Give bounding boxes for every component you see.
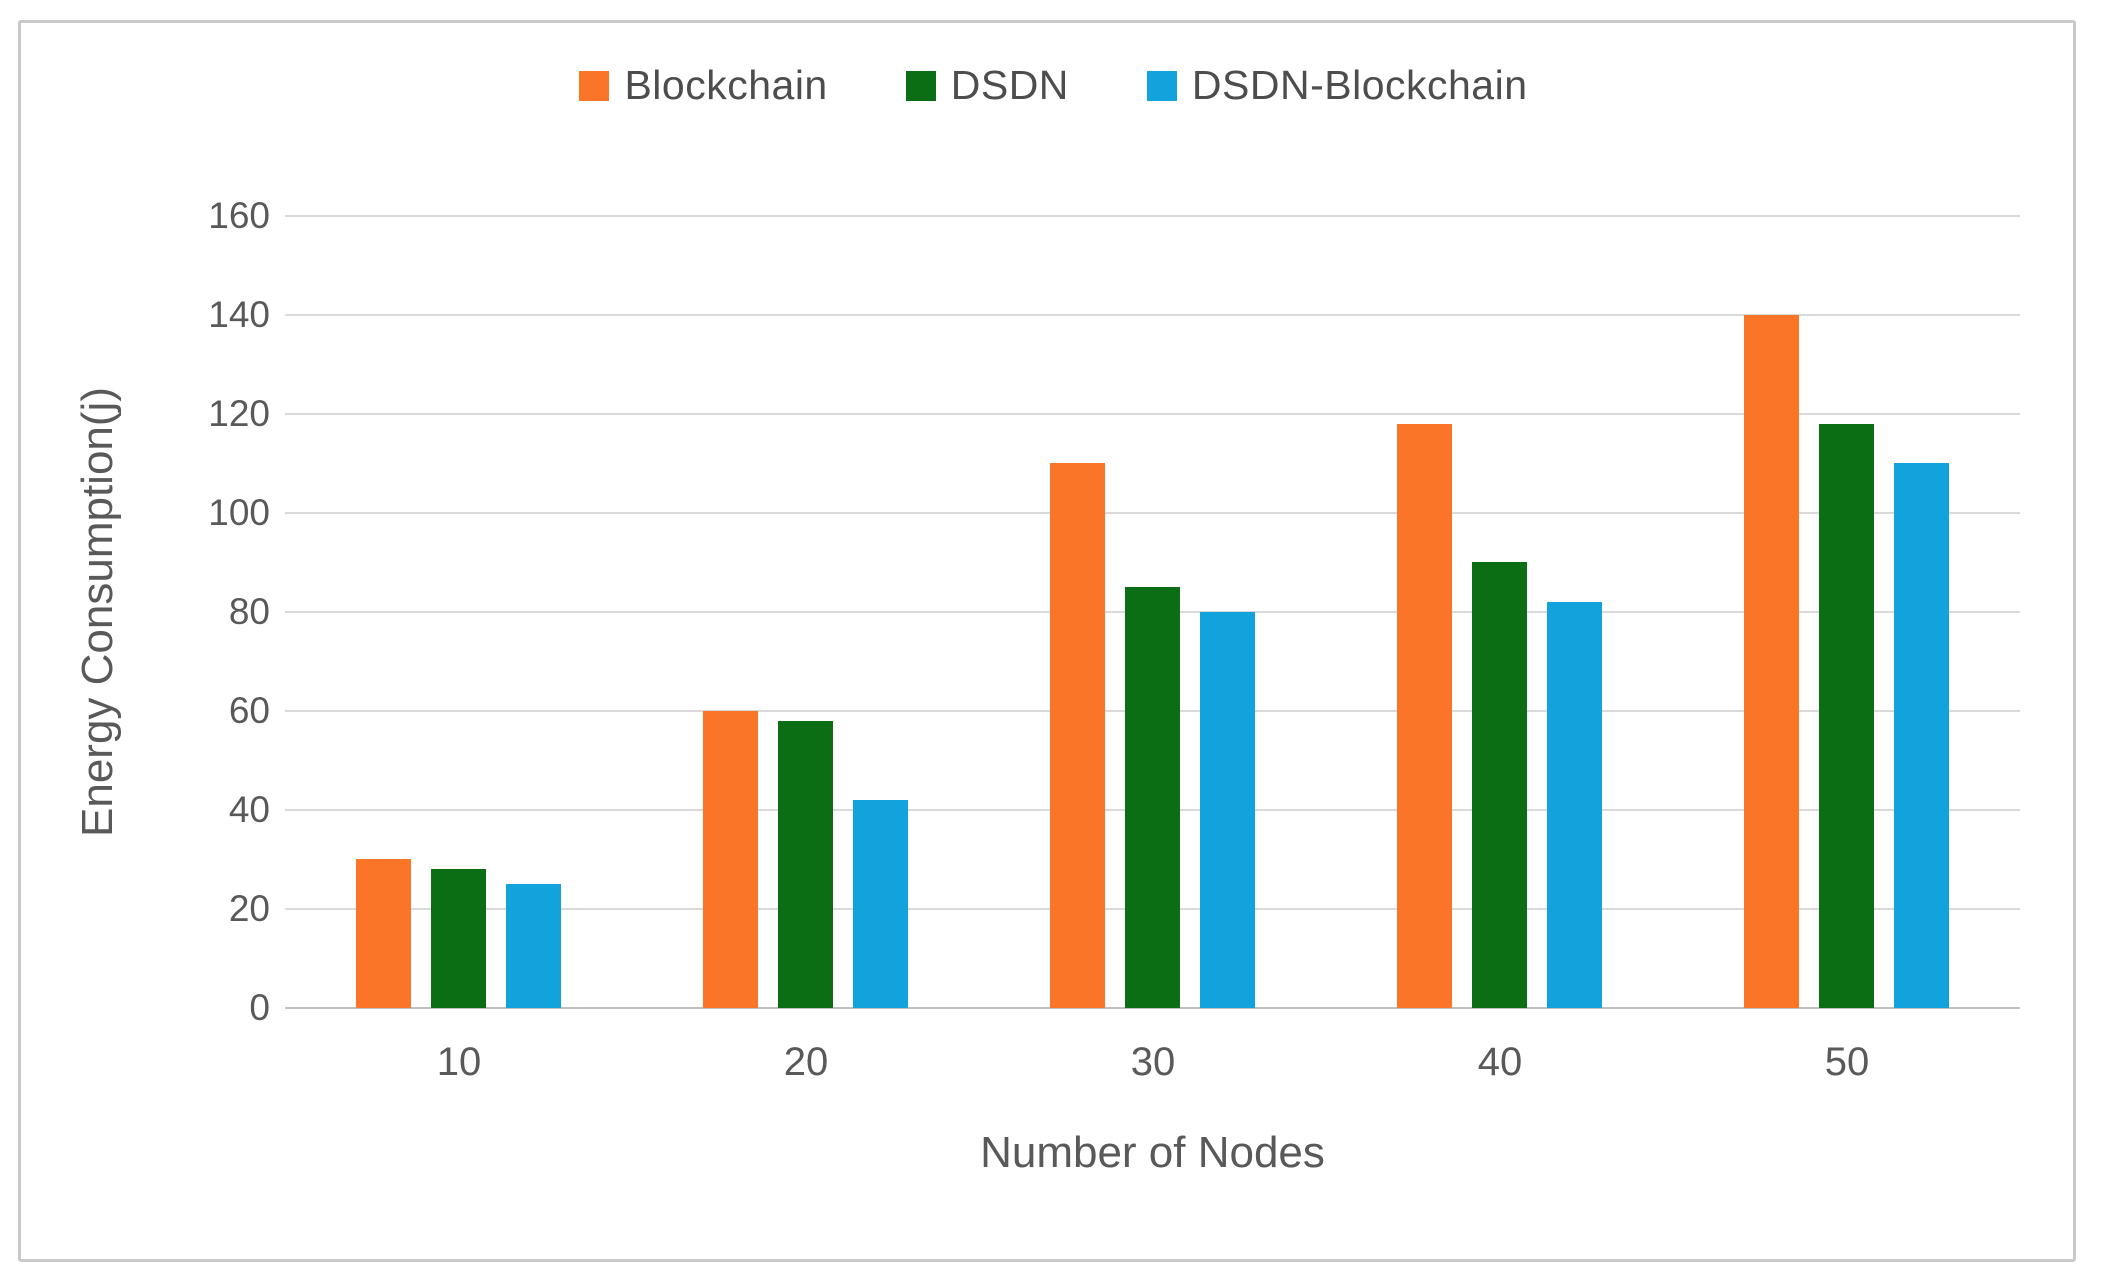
x-tick-label-30: 30 [1130, 1040, 1176, 1084]
bar-blockchain-50 [1744, 315, 1799, 1008]
bar-blockchain-10 [356, 859, 411, 1008]
y-tick-label-120: 120 [208, 393, 270, 434]
x-tick-label-20: 20 [783, 1040, 829, 1084]
x-tick-label-40: 40 [1477, 1040, 1523, 1084]
legend-item-blockchain: Blockchain [579, 62, 827, 109]
legend-swatch-dsdn-icon [905, 70, 936, 101]
bar-dsdn-blockchain-30 [1200, 612, 1255, 1008]
y-tick-label-0: 0 [249, 987, 270, 1028]
bar-dsdn-blockchain-50 [1894, 463, 1949, 1008]
gridline-140 [285, 314, 2020, 316]
bar-dsdn-40 [1472, 562, 1527, 1008]
legend-label-dsdn: DSDN [950, 62, 1069, 108]
bar-dsdn-10 [431, 869, 486, 1008]
bar-blockchain-30 [1050, 463, 1105, 1008]
y-tick-label-80: 80 [228, 591, 270, 632]
x-tick-label-50: 50 [1824, 1040, 1870, 1084]
legend-label-blockchain: Blockchain [624, 62, 828, 108]
bar-dsdn-blockchain-40 [1547, 602, 1602, 1008]
bar-blockchain-20 [703, 711, 758, 1008]
bar-dsdn-50 [1819, 424, 1874, 1008]
bar-dsdn-blockchain-10 [506, 884, 561, 1008]
y-tick-label-140: 140 [208, 294, 270, 335]
chart-frame [18, 20, 2076, 1262]
y-tick-label-160: 160 [208, 195, 270, 236]
legend-label-dsdn-blockchain: DSDN-Blockchain [1191, 62, 1528, 108]
plot-area [285, 215, 2020, 1009]
x-axis-line [285, 1007, 2020, 1009]
bar-dsdn-blockchain-20 [853, 800, 908, 1008]
gridline-100 [285, 512, 2020, 514]
legend-item-dsdn: DSDN [905, 62, 1069, 109]
y-tick-label-60: 60 [228, 690, 270, 731]
legend-item-dsdn-blockchain: DSDN-Blockchain [1146, 62, 1528, 109]
y-tick-label-100: 100 [208, 492, 270, 533]
bar-dsdn-30 [1125, 587, 1180, 1008]
gridline-160 [285, 215, 2020, 217]
legend-swatch-blockchain-icon [579, 70, 610, 101]
y-tick-label-40: 40 [228, 789, 270, 830]
x-axis-title: Number of Nodes [980, 1128, 1325, 1177]
bar-dsdn-20 [778, 721, 833, 1008]
bar-blockchain-40 [1397, 424, 1452, 1008]
gridline-120 [285, 413, 2020, 415]
x-tick-label-10: 10 [436, 1040, 482, 1084]
chart-legend: Blockchain DSDN DSDN-Blockchain [0, 62, 2107, 109]
legend-swatch-dsdn-blockchain-icon [1146, 70, 1177, 101]
y-tick-label-20: 20 [228, 888, 270, 929]
